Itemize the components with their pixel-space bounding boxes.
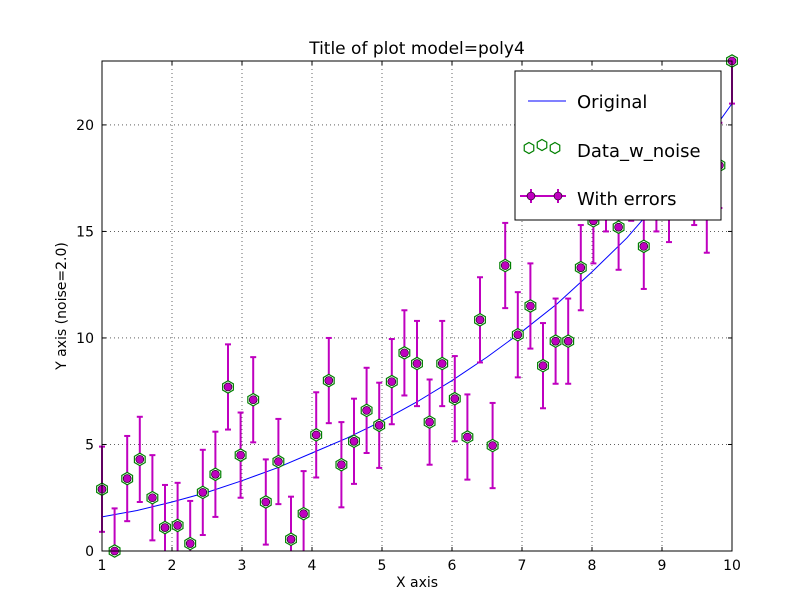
data-point: [247, 392, 260, 407]
x-tick-label: 7: [518, 558, 527, 574]
data-point: [461, 430, 474, 444]
legend-hexagon-marker: [523, 141, 535, 155]
x-tick-label: 2: [168, 558, 177, 574]
x-axis-label: X axis: [396, 575, 438, 591]
legend-label-with-errors: With errors: [577, 189, 677, 210]
legend-hexagon-marker: [536, 138, 548, 152]
legend-swatch-with-errors: [520, 189, 566, 203]
error-bar: [111, 507, 118, 551]
data-point: [486, 438, 499, 453]
data-point: [222, 380, 234, 394]
legend-errorbar-marker: [553, 191, 563, 201]
tick-label-layer: 1 2 3 4 5 6 7 8 9 10 0 5 10 15 20: [76, 118, 741, 574]
data-point: [196, 485, 209, 500]
data-point: [322, 373, 335, 388]
data-point: [398, 345, 411, 360]
data-point: [385, 374, 398, 389]
y-tick-label: 15: [76, 224, 94, 240]
legend-errorbar-marker: [526, 191, 536, 201]
chart-title: Title of plot model=poly4: [308, 39, 525, 59]
legend-label-original: Original: [577, 92, 647, 113]
data-point: [159, 520, 171, 535]
data-point: [474, 312, 486, 327]
data-point: [373, 418, 386, 433]
data-point: [209, 467, 222, 482]
data-point: [411, 356, 423, 371]
y-tick-label: 10: [76, 331, 94, 347]
data-point: [562, 334, 575, 349]
data-point: [360, 403, 373, 418]
data-point: [297, 506, 310, 521]
y-tick-label: 0: [85, 544, 94, 560]
data-point: [146, 490, 159, 505]
error-bar: [162, 483, 168, 551]
x-tick-label: 4: [308, 558, 317, 574]
y-tick-label: 5: [85, 437, 94, 453]
data-point: [133, 452, 146, 467]
data-point: [423, 415, 436, 430]
x-tick-label: 8: [588, 558, 597, 574]
data-point: [574, 260, 587, 275]
data-point: [511, 327, 524, 342]
plot-frame: [101, 60, 733, 552]
data-point: [310, 427, 323, 442]
x-tick-label: 6: [448, 558, 457, 574]
data-point: [537, 358, 549, 373]
data-point: [436, 356, 449, 371]
data-point: [234, 448, 247, 463]
data-point: [335, 457, 348, 472]
grid: [102, 61, 732, 551]
data-point: [259, 495, 272, 509]
data-point: [121, 471, 134, 486]
data-point: [612, 220, 625, 235]
data-point: [348, 434, 360, 449]
legend-swatch-data-w-noise: [523, 138, 561, 155]
data-point: [448, 391, 461, 406]
data-point: [524, 299, 537, 313]
legend-hexagon-marker: [549, 141, 561, 155]
data-point: [285, 532, 297, 547]
x-tick-label: 3: [238, 558, 247, 574]
data-point: [171, 518, 184, 533]
x-tick-label: 5: [378, 558, 387, 574]
x-tick-label: 1: [98, 558, 107, 574]
data-point: [549, 334, 562, 349]
data-point: [499, 258, 512, 273]
error-bar: [174, 481, 181, 551]
x-tick-label: 10: [723, 558, 741, 574]
y-axis-label: Y axis (noise=2.0): [54, 242, 70, 371]
legend: Original Data_w_noise With errors: [514, 70, 722, 221]
data-point: [272, 454, 285, 469]
tick-layer: [101, 61, 733, 552]
data-point: [637, 239, 650, 254]
x-tick-label: 9: [658, 558, 667, 574]
y-tick-label: 20: [76, 118, 94, 134]
data-point: [184, 536, 197, 551]
legend-label-data-w-noise: Data_w_noise: [577, 141, 701, 162]
